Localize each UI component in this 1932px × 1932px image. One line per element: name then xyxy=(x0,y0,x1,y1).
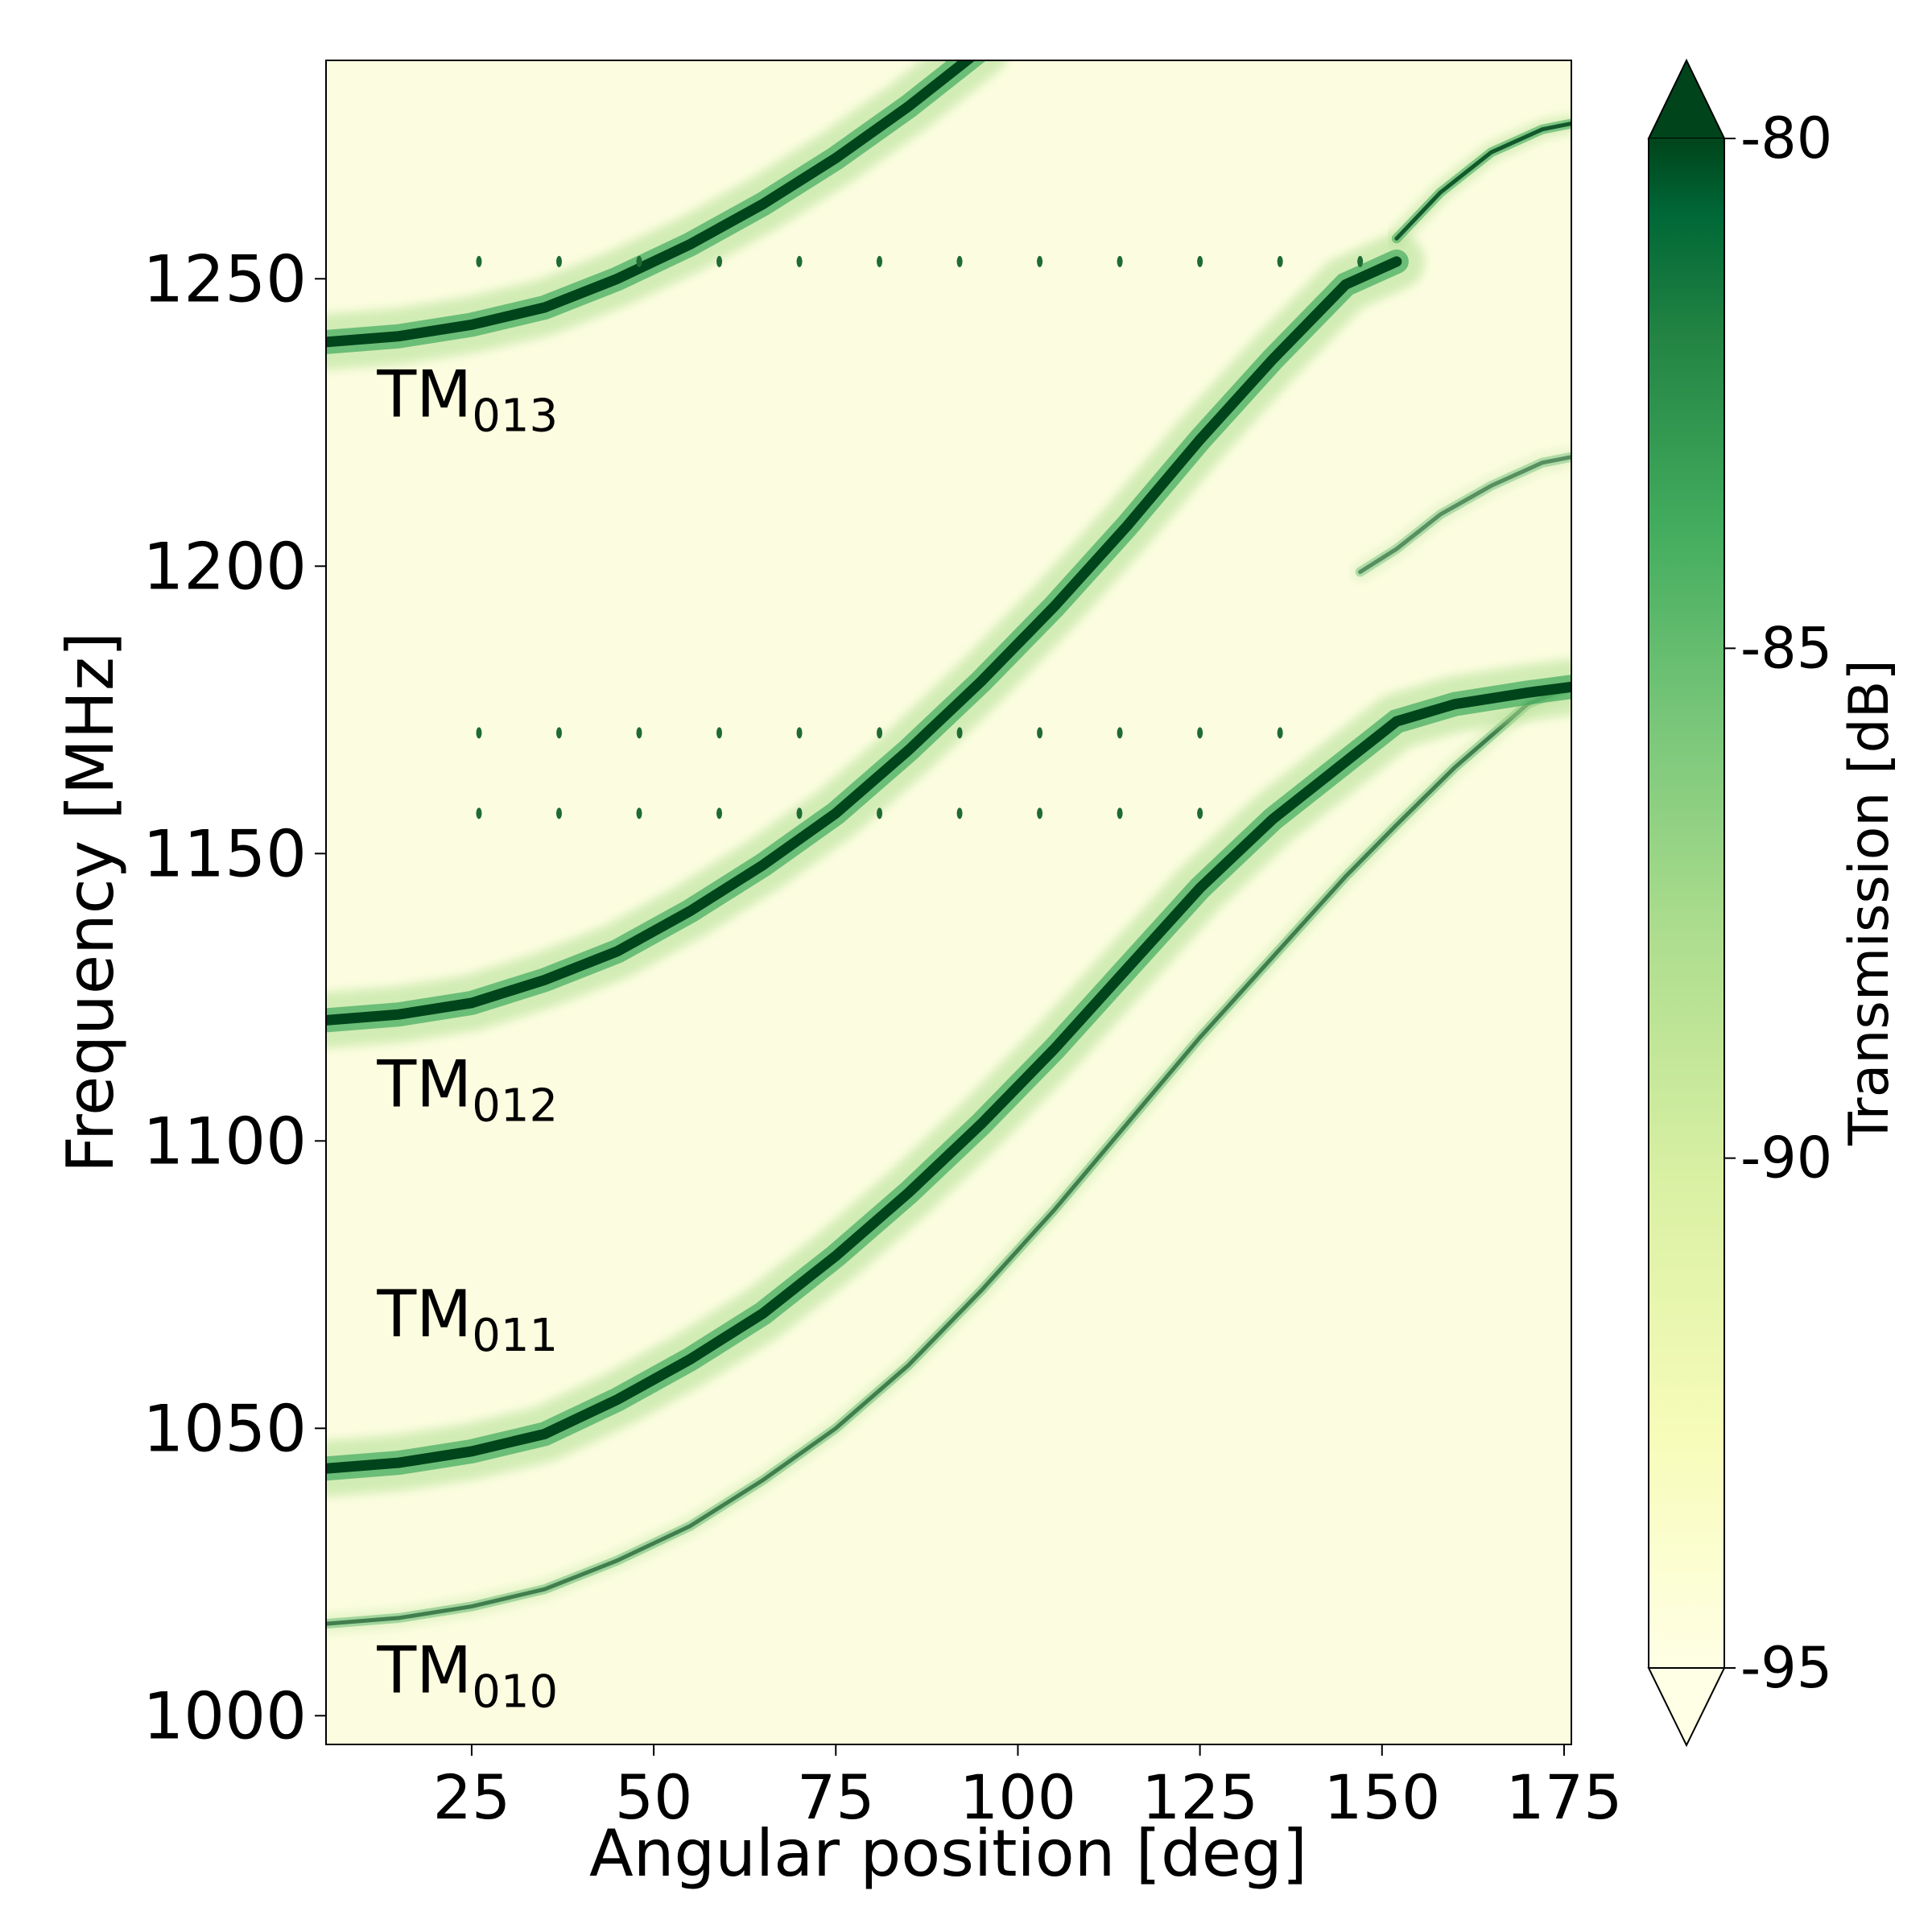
resonance-dot xyxy=(877,727,883,739)
colorbar-tick-label: -85 xyxy=(1740,615,1832,681)
y-tick-label: 1100 xyxy=(142,1104,307,1179)
x-tick-label: 150 xyxy=(1323,1761,1440,1833)
mode-band-TM013 xyxy=(326,60,1007,370)
mode-label-TM011: TM011 xyxy=(376,1277,558,1362)
colorbar-gradient xyxy=(1649,138,1724,1668)
band-core xyxy=(1358,455,1571,574)
resonance-dot xyxy=(636,255,642,267)
mode-label-TM012: TM012 xyxy=(376,1046,558,1132)
x-tick-label: 75 xyxy=(797,1761,875,1833)
y-tick-label: 1000 xyxy=(142,1678,307,1753)
resonance-dot xyxy=(1197,727,1203,739)
colorbar-extend-high xyxy=(1647,58,1726,139)
resonance-dot xyxy=(1277,727,1283,739)
mode-band-TM012 xyxy=(326,233,1425,1049)
resonance-dot xyxy=(476,807,482,819)
mode-label-TM010: TM010 xyxy=(376,1633,558,1719)
x-axis-ticks: 25 50 75 100 125 150 175 xyxy=(433,1744,1622,1833)
resonance-dot xyxy=(796,255,803,267)
mode-band-TM012-continuation xyxy=(1386,114,1571,249)
resonance-dot xyxy=(877,255,883,267)
resonance-dot xyxy=(1037,255,1043,267)
band-core xyxy=(326,256,1402,1026)
resonance-dot xyxy=(716,727,723,739)
resonance-dot xyxy=(716,807,723,819)
colorbar-label: Transmission [dB] xyxy=(1838,659,1901,1146)
mode-annotations: TM013 TM012 TM011 TM010 xyxy=(376,357,558,1719)
resonance-dot xyxy=(1277,255,1283,267)
resonance-dot xyxy=(796,807,803,819)
resonance-dot xyxy=(1117,727,1123,739)
y-tick-label: 1150 xyxy=(142,816,307,891)
y-axis-ticks: 1000 1050 1100 1150 1200 1250 xyxy=(142,242,326,1753)
x-axis-label: Angular position [deg] xyxy=(589,1816,1307,1891)
colorbar-tick-label: -90 xyxy=(1740,1125,1832,1191)
resonance-dot xyxy=(636,807,642,819)
resonance-dot xyxy=(877,807,883,819)
resonance-dot xyxy=(716,255,723,267)
series-layer xyxy=(326,60,1571,1634)
resonance-dot xyxy=(956,727,963,739)
y-tick-label: 1250 xyxy=(142,242,307,316)
resonance-dot xyxy=(476,727,482,739)
resonance-dot xyxy=(1117,255,1123,267)
resonance-dot xyxy=(555,727,562,739)
y-axis-label: Frequency [MHz] xyxy=(53,632,128,1173)
resonance-dot xyxy=(1037,807,1043,819)
y-tick-label: 1050 xyxy=(142,1391,307,1466)
resonance-dot xyxy=(1357,255,1364,267)
resonance-dot xyxy=(1037,727,1043,739)
colorbar-ticks: -80 -85 -90 -95 xyxy=(1724,105,1832,1701)
band-core xyxy=(326,681,1571,1474)
band-core xyxy=(326,684,1571,1626)
x-tick-label: 50 xyxy=(615,1761,693,1833)
mode-label-TM013: TM013 xyxy=(376,357,558,443)
colorbar: -80 -85 -90 -95 Transmission [dB] xyxy=(1647,58,1901,1748)
mode-band-TM011 xyxy=(326,658,1571,1497)
resonance-dot xyxy=(555,255,562,267)
colorbar-tick-label: -95 xyxy=(1740,1635,1832,1701)
mode-band-TM010 xyxy=(326,677,1571,1634)
x-tick-label: 125 xyxy=(1141,1761,1258,1833)
resonance-dot xyxy=(1117,807,1123,819)
plot-frame xyxy=(325,60,1572,1745)
resonance-dot xyxy=(956,255,963,267)
colorbar-tick-label: -80 xyxy=(1740,105,1832,171)
resonance-dot xyxy=(476,255,482,267)
resonance-dot xyxy=(555,807,562,819)
band-core xyxy=(326,60,976,348)
x-tick-label: 25 xyxy=(433,1761,511,1833)
resonance-dot xyxy=(956,807,963,819)
colorbar-extend-low xyxy=(1647,1667,1726,1748)
band-core xyxy=(1394,122,1571,241)
x-tick-label: 175 xyxy=(1505,1761,1622,1833)
x-tick-label: 100 xyxy=(960,1761,1076,1833)
resonance-dot xyxy=(1197,255,1203,267)
mode-band-upper-weak-branch xyxy=(1350,447,1571,582)
resonance-dot xyxy=(636,727,642,739)
dots-layer xyxy=(476,255,1364,819)
resonance-dot xyxy=(796,727,803,739)
resonance-dot xyxy=(1197,807,1203,819)
y-tick-label: 1200 xyxy=(142,529,307,604)
